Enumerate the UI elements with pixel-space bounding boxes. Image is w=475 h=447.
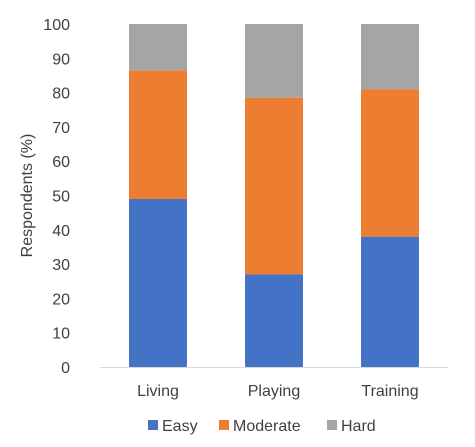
bar-segment-moderate-playing <box>245 97 303 275</box>
y-tick-label: 100 <box>43 17 70 34</box>
legend-swatch-hard <box>327 420 337 430</box>
bars <box>129 24 419 367</box>
y-tick-label: 60 <box>52 154 70 171</box>
y-axis-title: Respondents (%) <box>19 134 36 258</box>
x-tick-label: Living <box>137 383 179 400</box>
bar-segment-moderate-training <box>361 89 419 237</box>
y-tick-label: 70 <box>52 120 70 137</box>
legend-label-moderate: Moderate <box>233 418 301 435</box>
bar-segment-easy-training <box>361 236 419 367</box>
bar-segment-hard-playing <box>245 24 303 98</box>
y-tick-label: 30 <box>52 257 70 274</box>
y-tick-label: 0 <box>61 360 70 377</box>
legend-label-easy: Easy <box>162 418 198 435</box>
y-tick-label: 90 <box>52 51 70 68</box>
y-tick-label: 50 <box>52 189 70 206</box>
y-tick-label: 80 <box>52 86 70 103</box>
bar-segment-easy-playing <box>245 274 303 367</box>
y-tick-label: 10 <box>52 326 70 343</box>
legend-swatch-moderate <box>219 420 229 430</box>
y-tick-label: 40 <box>52 223 70 240</box>
legend-label-hard: Hard <box>341 418 376 435</box>
y-axis-ticks: 0 10 20 30 40 50 60 70 80 90 100 <box>43 17 70 377</box>
bar-segment-hard-training <box>361 24 419 90</box>
legend-swatch-easy <box>148 420 158 430</box>
x-axis-labels: Living Playing Training <box>137 383 419 400</box>
legend: Easy Moderate Hard <box>148 418 376 435</box>
x-tick-label: Playing <box>248 383 300 400</box>
bar-segment-moderate-living <box>129 70 187 199</box>
x-tick-label: Training <box>361 383 418 400</box>
bar-segment-hard-living <box>129 24 187 71</box>
y-tick-label: 20 <box>52 291 70 308</box>
bar-segment-easy-living <box>129 198 187 367</box>
